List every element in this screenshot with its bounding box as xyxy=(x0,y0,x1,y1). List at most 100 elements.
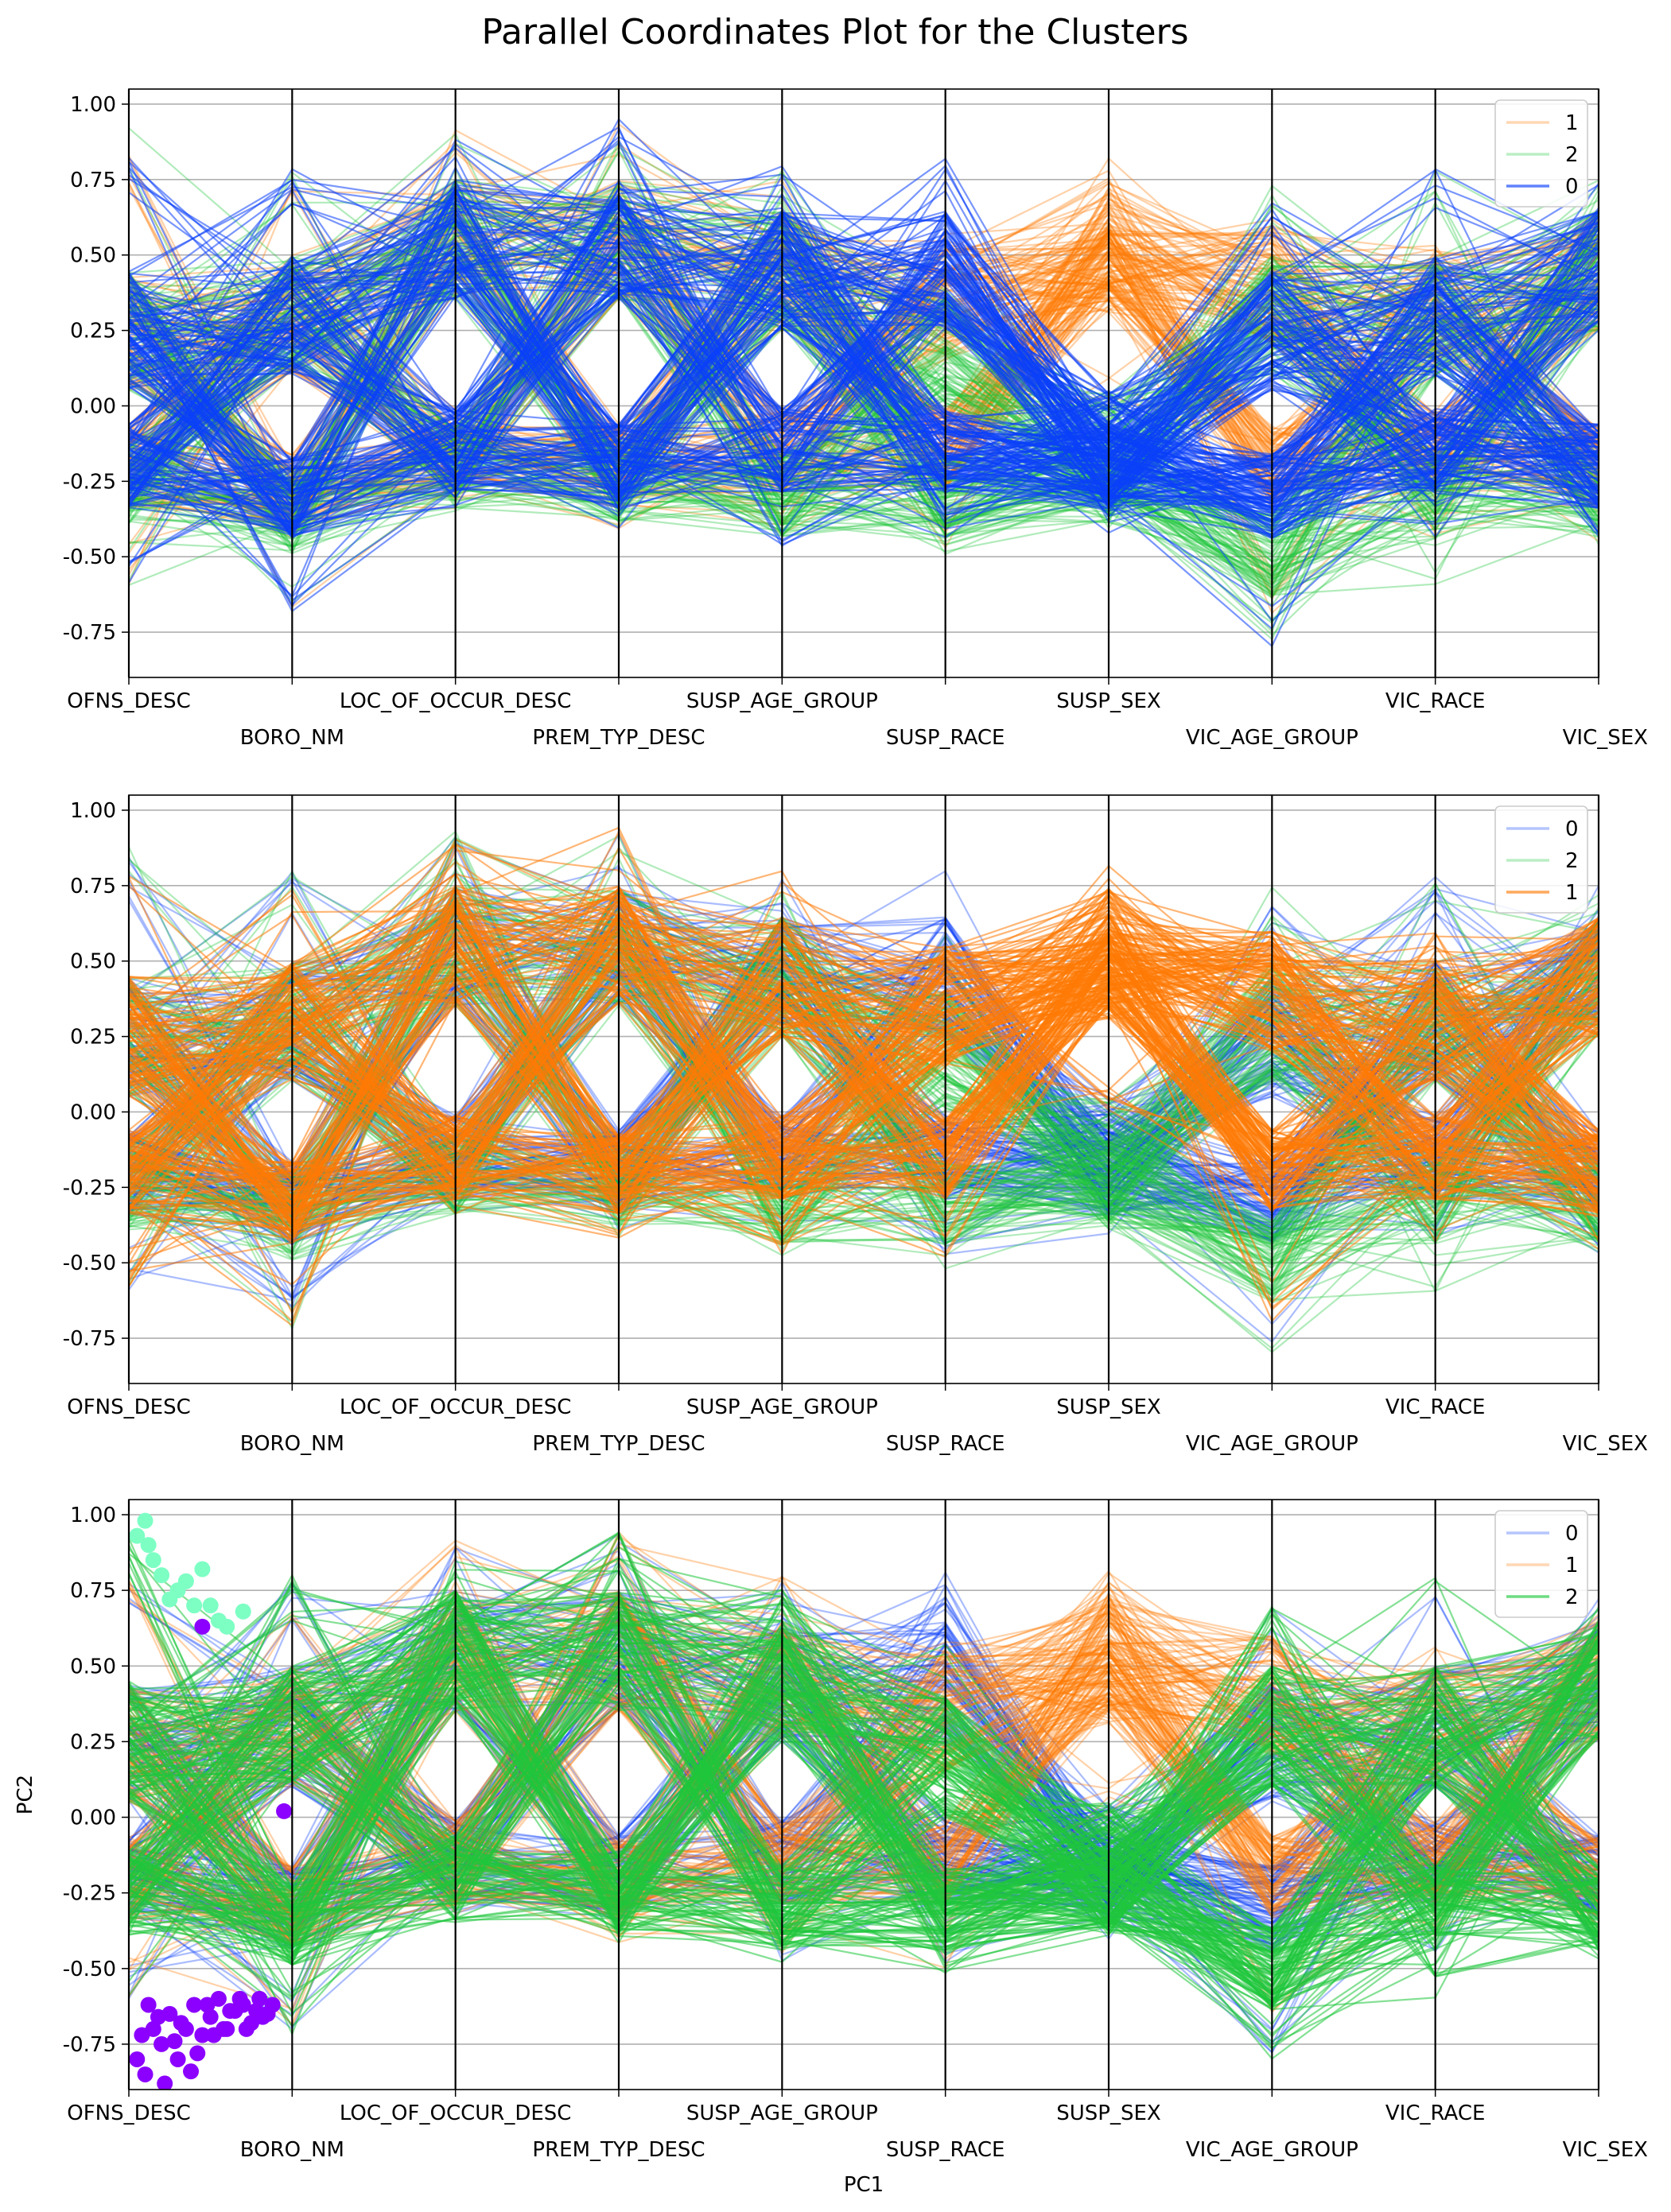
series-2-line xyxy=(129,1636,1599,1935)
x-tick-label: VIC_AGE_GROUP xyxy=(1186,2138,1358,2162)
x-tick-label: VIC_AGE_GROUP xyxy=(1186,726,1358,750)
x-tick-label: SUSP_AGE_GROUP xyxy=(686,689,878,713)
x-tick-label: OFNS_DESC xyxy=(67,689,190,713)
scatter-point xyxy=(251,1990,268,2007)
x-tick-label: VIC_RACE xyxy=(1385,1395,1486,1419)
series-1 xyxy=(129,826,1599,1327)
scatter-point xyxy=(140,1537,157,1554)
series-2-line xyxy=(129,1619,1599,2060)
series-1-line xyxy=(129,952,1599,1263)
series-2-line xyxy=(129,1598,1599,1987)
series-0-line xyxy=(129,186,1599,503)
scatter-point xyxy=(173,2015,189,2032)
series-2-line xyxy=(129,1648,1599,1996)
series-1-line xyxy=(129,826,1599,1176)
series-2-line xyxy=(129,1597,1599,1917)
legend-label-0: 0 xyxy=(1565,1522,1579,1546)
series-0-line xyxy=(129,278,1599,502)
series-1-line xyxy=(129,910,1599,1218)
series-2-line xyxy=(129,1627,1599,1950)
scatter-point xyxy=(276,1803,293,1819)
scatter-point xyxy=(189,2045,206,2062)
series-0-line xyxy=(129,174,1599,494)
series-0-line xyxy=(129,1601,1599,1916)
series-2-line xyxy=(129,1621,1599,1938)
plot-frame xyxy=(128,1499,1599,2090)
series-0-line xyxy=(129,138,1599,528)
series-0-line xyxy=(129,931,1599,1298)
scatter-point xyxy=(129,2051,146,2067)
y-tick-label: -0.75 xyxy=(63,2033,116,2057)
series-1-line xyxy=(129,959,1599,1199)
x-tick-label: LOC_OF_OCCUR_DESC xyxy=(340,1395,572,1419)
series-1-line xyxy=(129,937,1599,1311)
x-tick-label: SUSP_SEX xyxy=(1056,2101,1160,2125)
series-2-line xyxy=(129,1576,1599,1908)
y-tick-label: 0.25 xyxy=(70,1026,116,1050)
y-tick-label: 0.50 xyxy=(70,244,116,268)
scatter-point xyxy=(157,2075,173,2090)
series-2-line xyxy=(129,202,1599,580)
series-2-line xyxy=(129,1547,1599,1924)
y-tick-label: 0.50 xyxy=(70,950,116,974)
series-1-line xyxy=(129,860,1599,1198)
x-tick-label: PREM_TYP_DESC xyxy=(532,726,705,750)
series-0-line xyxy=(129,233,1599,518)
legend: 1 2 0 xyxy=(1494,99,1588,208)
scatter-point xyxy=(145,1552,161,1569)
series-1-line xyxy=(129,898,1599,1232)
x-tick-label: BORO_NM xyxy=(240,2138,344,2162)
series-0-line xyxy=(129,197,1599,477)
x-tick-label: LOC_OF_OCCUR_DESC xyxy=(340,689,572,713)
series-0-line xyxy=(129,289,1599,511)
series-0-line xyxy=(129,238,1599,501)
legend-box xyxy=(1494,805,1588,914)
series-1-line xyxy=(129,935,1599,1195)
scatter-point xyxy=(194,2027,211,2043)
y-tick-label: 0.75 xyxy=(70,169,116,192)
series-2-line xyxy=(129,1616,1599,1943)
series-1-line xyxy=(129,957,1599,1210)
scatter-point xyxy=(202,1597,219,1614)
series-lines xyxy=(129,1530,1599,2060)
series-1-line xyxy=(129,885,1599,1213)
series-2-line xyxy=(129,148,1599,508)
x-tick-label: PREM_TYP_DESC xyxy=(532,2138,705,2162)
series-0-line xyxy=(129,238,1599,499)
x-axis-title: PC1 xyxy=(844,2173,884,2197)
series-0-line xyxy=(129,255,1599,613)
legend-label-0: 0 xyxy=(1565,175,1579,199)
series-1-line xyxy=(129,940,1599,1173)
scatter-point xyxy=(140,1997,157,2013)
x-tick-label: LOC_OF_OCCUR_DESC xyxy=(340,2101,572,2125)
panel-2: 1.00 0.75 0.50 0.25 0.00 -0.25 -0.50 -0.75 OFNS_… xyxy=(63,794,1648,1456)
y-axis-title: PC2 xyxy=(14,1775,37,1814)
series-0-line xyxy=(129,233,1599,507)
series-2-line xyxy=(129,1623,1599,1966)
series-2-line xyxy=(129,1638,1599,1950)
series-1-line xyxy=(129,940,1599,1186)
x-tick-label: SUSP_SEX xyxy=(1056,689,1160,713)
x-tick-label: SUSP_SEX xyxy=(1056,1395,1160,1419)
series-2-line xyxy=(129,1599,1599,1929)
y-tick-label: -0.25 xyxy=(63,1882,116,1906)
x-tick-label: BORO_NM xyxy=(240,726,344,750)
scatter-point xyxy=(137,1512,153,1529)
series-1-line xyxy=(129,962,1599,1192)
series-2-line xyxy=(129,1612,1599,1982)
scatter-point xyxy=(153,2035,170,2052)
series-0-line xyxy=(129,208,1599,464)
series-1-line xyxy=(129,948,1599,1197)
legend-label-0: 0 xyxy=(1565,817,1579,841)
series-1-line xyxy=(129,940,1599,1214)
series-2-line xyxy=(129,1590,1599,2004)
series-1-line xyxy=(129,932,1599,1220)
legend-label-2: 2 xyxy=(1565,849,1579,873)
series-2-line xyxy=(129,1597,1599,1981)
y-tick-label: 0.25 xyxy=(70,1730,116,1754)
x-tick-label: OFNS_DESC xyxy=(67,2101,190,2125)
series-1-line xyxy=(129,1685,1599,1901)
y-tick-label: 0.75 xyxy=(70,1579,116,1603)
series-0-line xyxy=(129,264,1599,504)
series-0-line xyxy=(129,319,1599,494)
